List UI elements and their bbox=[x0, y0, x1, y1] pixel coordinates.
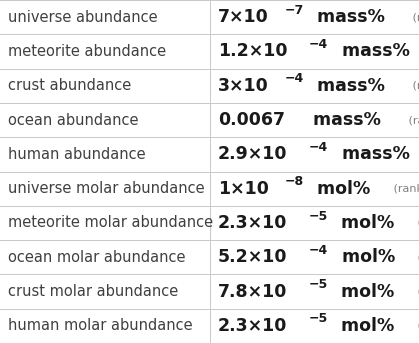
Text: mol%: mol% bbox=[311, 180, 370, 198]
Text: mass%: mass% bbox=[308, 111, 381, 129]
Text: crust abundance: crust abundance bbox=[8, 78, 131, 93]
Text: −5: −5 bbox=[308, 312, 328, 326]
Text: (rank: 9: (rank: 9 bbox=[414, 252, 419, 262]
Text: meteorite molar abundance: meteorite molar abundance bbox=[8, 215, 213, 230]
Text: −7: −7 bbox=[285, 4, 304, 17]
Text: (rank: 44: (rank: 44 bbox=[409, 81, 419, 91]
Text: −4: −4 bbox=[309, 244, 328, 257]
Text: mass%: mass% bbox=[311, 77, 385, 95]
Text: ocean abundance: ocean abundance bbox=[8, 113, 139, 128]
Text: crust molar abundance: crust molar abundance bbox=[8, 284, 178, 299]
Text: −4: −4 bbox=[309, 141, 328, 154]
Text: mol%: mol% bbox=[336, 248, 395, 266]
Text: (rank: 35: (rank: 35 bbox=[390, 184, 419, 194]
Text: mol%: mol% bbox=[335, 283, 395, 300]
Text: mol%: mol% bbox=[335, 317, 395, 335]
Text: (rank: 8: (rank: 8 bbox=[405, 115, 419, 125]
Text: mass%: mass% bbox=[336, 145, 409, 163]
Text: (rank: 42: (rank: 42 bbox=[409, 12, 419, 22]
Text: −8: −8 bbox=[285, 175, 304, 188]
Text: 2.3×10: 2.3×10 bbox=[218, 214, 287, 232]
Text: −4: −4 bbox=[285, 72, 304, 85]
Text: 0.0067: 0.0067 bbox=[218, 111, 285, 129]
Text: −4: −4 bbox=[309, 38, 328, 51]
Text: ocean molar abundance: ocean molar abundance bbox=[8, 250, 186, 265]
Text: 5.2×10: 5.2×10 bbox=[218, 248, 287, 266]
Text: mass%: mass% bbox=[336, 43, 409, 60]
Text: 1×10: 1×10 bbox=[218, 180, 269, 198]
Text: 1.2×10: 1.2×10 bbox=[218, 43, 287, 60]
Text: meteorite abundance: meteorite abundance bbox=[8, 44, 166, 59]
Text: −5: −5 bbox=[308, 278, 328, 291]
Text: 2.3×10: 2.3×10 bbox=[218, 317, 287, 335]
Text: 7×10: 7×10 bbox=[218, 8, 269, 26]
Text: (rank: 43: (rank: 43 bbox=[414, 286, 419, 297]
Text: 2.9×10: 2.9×10 bbox=[218, 145, 287, 163]
Text: human abundance: human abundance bbox=[8, 147, 146, 162]
Text: universe abundance: universe abundance bbox=[8, 10, 158, 25]
Text: (rank: 19: (rank: 19 bbox=[414, 321, 419, 331]
Text: −5: −5 bbox=[308, 210, 328, 223]
Text: 3×10: 3×10 bbox=[218, 77, 269, 95]
Text: universe molar abundance: universe molar abundance bbox=[8, 181, 204, 196]
Text: (rank: 38: (rank: 38 bbox=[414, 218, 419, 228]
Text: mol%: mol% bbox=[335, 214, 395, 232]
Text: 7.8×10: 7.8×10 bbox=[218, 283, 287, 300]
Text: mass%: mass% bbox=[311, 8, 385, 26]
Text: human molar abundance: human molar abundance bbox=[8, 318, 193, 333]
